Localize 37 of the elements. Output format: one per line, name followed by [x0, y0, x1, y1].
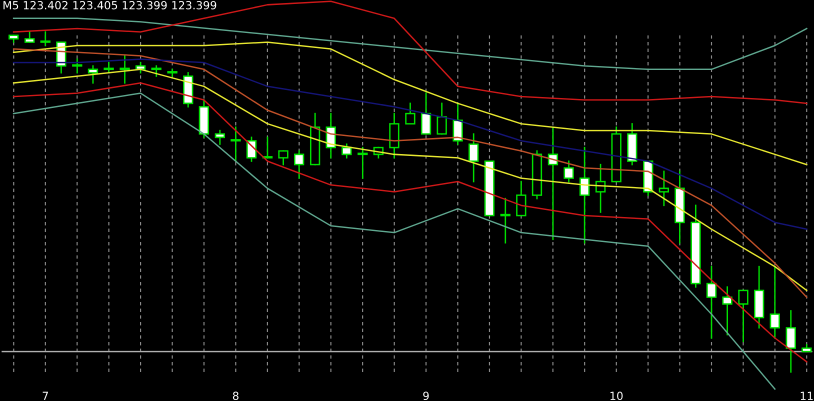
x-tick-label: 8 [232, 392, 238, 400]
chart-title: M5 123.402 123.405 123.399 123.399 [4, 1, 216, 10]
candlestick [104, 62, 114, 74]
candlestick [722, 286, 732, 336]
candlestick [342, 143, 352, 158]
candlestick [452, 102, 463, 145]
candlestick [706, 266, 717, 339]
candlestick [564, 160, 574, 182]
candlestick [658, 170, 670, 206]
candlestick [420, 92, 432, 135]
candlestick [786, 310, 796, 373]
candlestick [230, 126, 241, 162]
x-tick-label: 11 [800, 392, 813, 400]
candlestick [40, 31, 50, 46]
candlestick [358, 146, 368, 179]
candlestick [278, 150, 288, 166]
candlestick [151, 65, 162, 77]
x-tick-label: 10 [610, 392, 623, 400]
candlestick [24, 31, 35, 43]
candlestick [167, 68, 178, 77]
candlestick [120, 55, 130, 84]
candlestick [389, 112, 400, 158]
candlestick [72, 58, 82, 74]
candlestick [294, 150, 304, 179]
candlestick [436, 102, 447, 135]
candlestick [214, 130, 226, 145]
candlestick [88, 65, 98, 84]
x-tick-label: 7 [42, 392, 48, 400]
candlestick [516, 180, 526, 216]
candlestick [770, 266, 780, 339]
candlestick [262, 136, 273, 158]
x-tick-label: 9 [423, 392, 429, 400]
candlestick [579, 146, 590, 244]
candlestick [500, 198, 510, 244]
candlestick [405, 102, 416, 124]
candlestick [738, 290, 748, 342]
candlestick [468, 133, 479, 182]
